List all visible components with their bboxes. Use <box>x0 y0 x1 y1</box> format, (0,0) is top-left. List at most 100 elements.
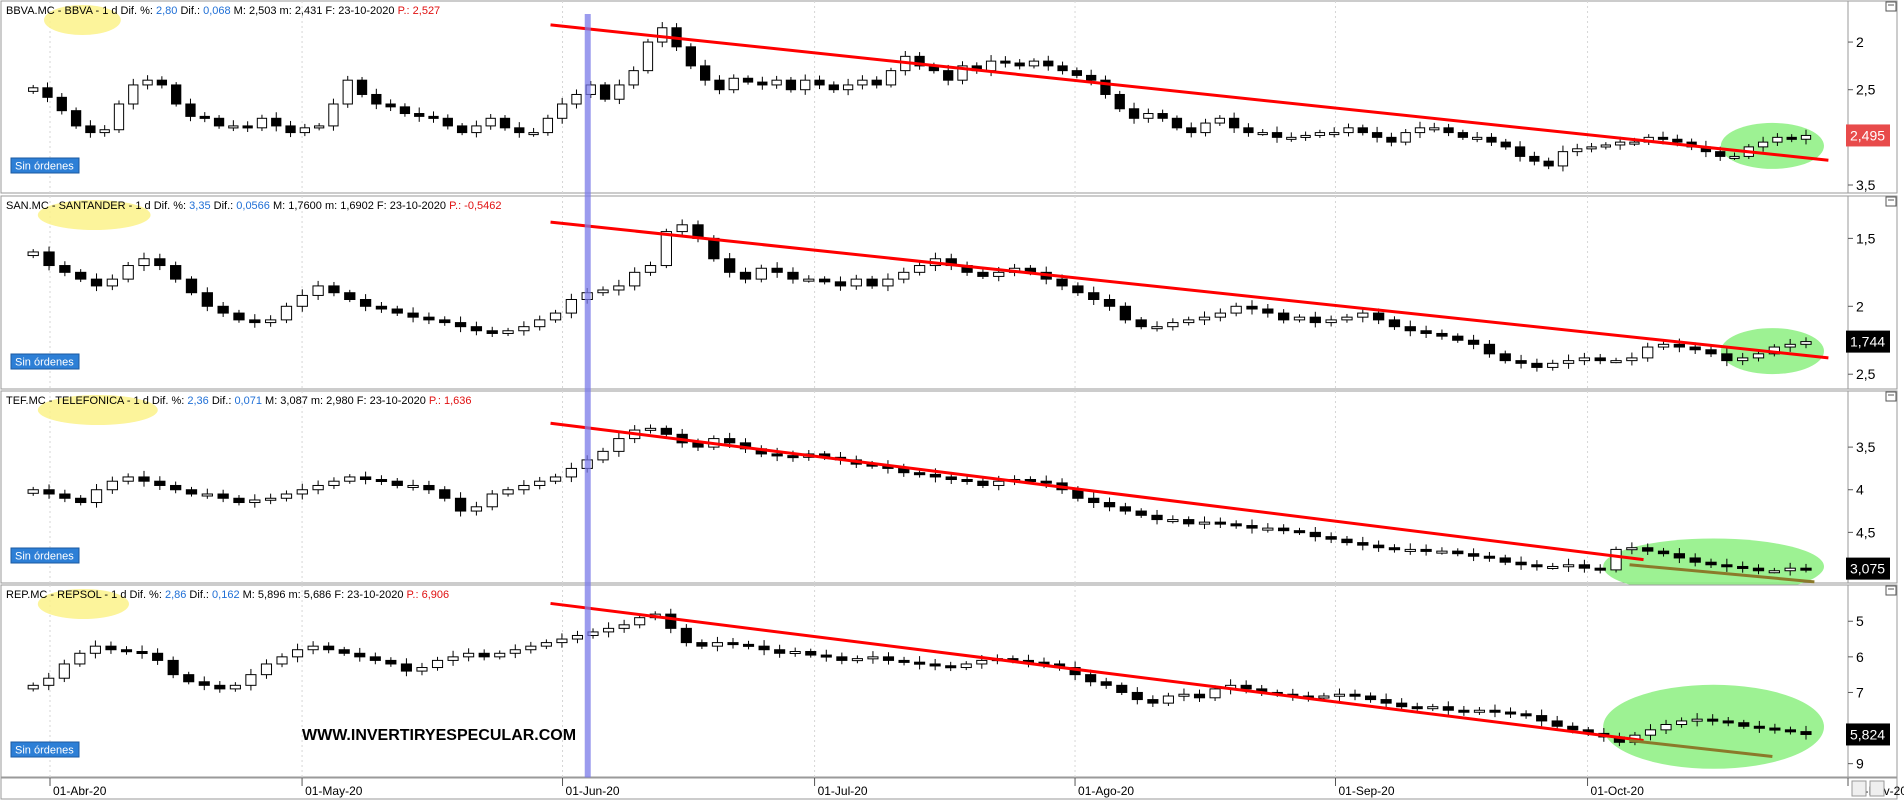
candle <box>1594 357 1606 362</box>
candle <box>599 84 611 100</box>
scroll-right-button[interactable] <box>1869 780 1885 797</box>
header-segment: P.: 6,906 <box>407 589 450 601</box>
candle <box>1414 127 1426 134</box>
panel-frame <box>0 195 1898 390</box>
header-segment: 0,071 <box>234 395 262 407</box>
panel-tef-mc: TEF.MC - TELEFONICA - 1 d Dif. %: 2,36 D… <box>0 390 1898 595</box>
ticker-highlight <box>37 589 129 619</box>
candle <box>122 265 134 280</box>
candle <box>1100 79 1111 95</box>
candle <box>217 305 229 314</box>
candle <box>1040 480 1052 484</box>
candle <box>1500 141 1511 148</box>
sin-ordenes-label: Sin órdenes <box>15 357 74 369</box>
candle <box>1737 565 1749 569</box>
candle <box>1457 132 1469 138</box>
candle <box>1452 550 1464 555</box>
candle <box>198 681 210 686</box>
candle <box>27 489 39 494</box>
candle <box>1198 521 1211 525</box>
candle <box>660 231 672 267</box>
candle <box>1729 155 1740 159</box>
candle <box>1543 160 1554 167</box>
candle <box>1343 127 1354 134</box>
candle <box>1567 725 1579 731</box>
panel-rep-mc: REP.MC - REPSOL - 1 d Dif. %: 2,86 Dif.:… <box>0 584 1898 778</box>
panel-san-mc: SAN.MC - SANTANDER - 1 d Dif. %: 3,35 Di… <box>0 195 1898 390</box>
candle <box>75 497 87 504</box>
candle <box>929 663 941 667</box>
sin-ordenes-button[interactable] <box>10 741 80 758</box>
candle <box>1458 709 1470 713</box>
candle <box>660 427 672 435</box>
y-tick-label: 9 <box>1856 756 1864 772</box>
candle <box>58 663 70 679</box>
candle <box>407 484 419 488</box>
candle <box>99 129 110 134</box>
candle <box>1318 695 1330 699</box>
candle <box>1800 134 1812 140</box>
candle <box>471 125 482 134</box>
candle <box>820 654 832 658</box>
sin-ordenes-button[interactable] <box>10 547 80 564</box>
candle <box>1467 339 1480 345</box>
candle <box>154 258 166 267</box>
header-segment: 0,162 <box>212 589 240 601</box>
candle <box>803 278 815 282</box>
candle <box>359 299 372 307</box>
candle <box>565 467 578 478</box>
candle <box>1705 561 1717 566</box>
candle <box>1085 674 1097 683</box>
candle <box>1357 127 1368 134</box>
candle <box>344 292 356 301</box>
candle <box>871 79 882 86</box>
candle <box>728 77 739 91</box>
candle <box>1135 319 1147 328</box>
candle <box>152 652 164 661</box>
candle <box>929 473 942 478</box>
candle <box>342 79 353 105</box>
candle <box>1128 108 1140 119</box>
header-segment: M: 3,087 m: 2,980 F: 23-10-2020 <box>262 395 429 407</box>
candle <box>1088 292 1100 301</box>
header-segment: 0,0566 <box>236 200 270 212</box>
sin-ordenes-button[interactable] <box>10 353 80 370</box>
candle <box>1657 136 1669 140</box>
sin-ordenes-button[interactable] <box>10 157 80 174</box>
candle <box>1325 536 1337 540</box>
candle <box>1578 357 1591 362</box>
maximize-panel-icon <box>1885 196 1897 207</box>
candle <box>1705 349 1717 355</box>
candle <box>1024 479 1037 483</box>
candle <box>1151 326 1163 330</box>
candle <box>1772 136 1783 143</box>
candle <box>1784 729 1796 733</box>
candle <box>1520 713 1532 717</box>
candle <box>1365 695 1377 701</box>
candle <box>1143 113 1154 119</box>
last-price-label: 1,744 <box>1850 334 1885 350</box>
candle <box>1262 527 1274 531</box>
candle <box>439 489 451 499</box>
candle <box>1209 688 1221 699</box>
candle <box>1420 330 1432 334</box>
candle <box>1800 341 1812 345</box>
scroll-left-button[interactable] <box>1851 780 1867 797</box>
candle <box>1786 136 1797 140</box>
candle <box>549 312 562 321</box>
candle <box>787 455 799 459</box>
candle <box>613 285 625 291</box>
candle <box>805 651 817 656</box>
ticker-highlight <box>44 5 121 35</box>
candle <box>509 649 521 654</box>
candle <box>1357 542 1369 546</box>
candle <box>138 476 150 482</box>
candle <box>913 472 926 476</box>
candle <box>914 55 925 67</box>
candle <box>1536 715 1548 722</box>
candle <box>399 106 411 115</box>
last-price-badge <box>1846 723 1890 746</box>
candle <box>199 115 210 119</box>
candle <box>264 319 277 324</box>
candle <box>914 661 926 665</box>
